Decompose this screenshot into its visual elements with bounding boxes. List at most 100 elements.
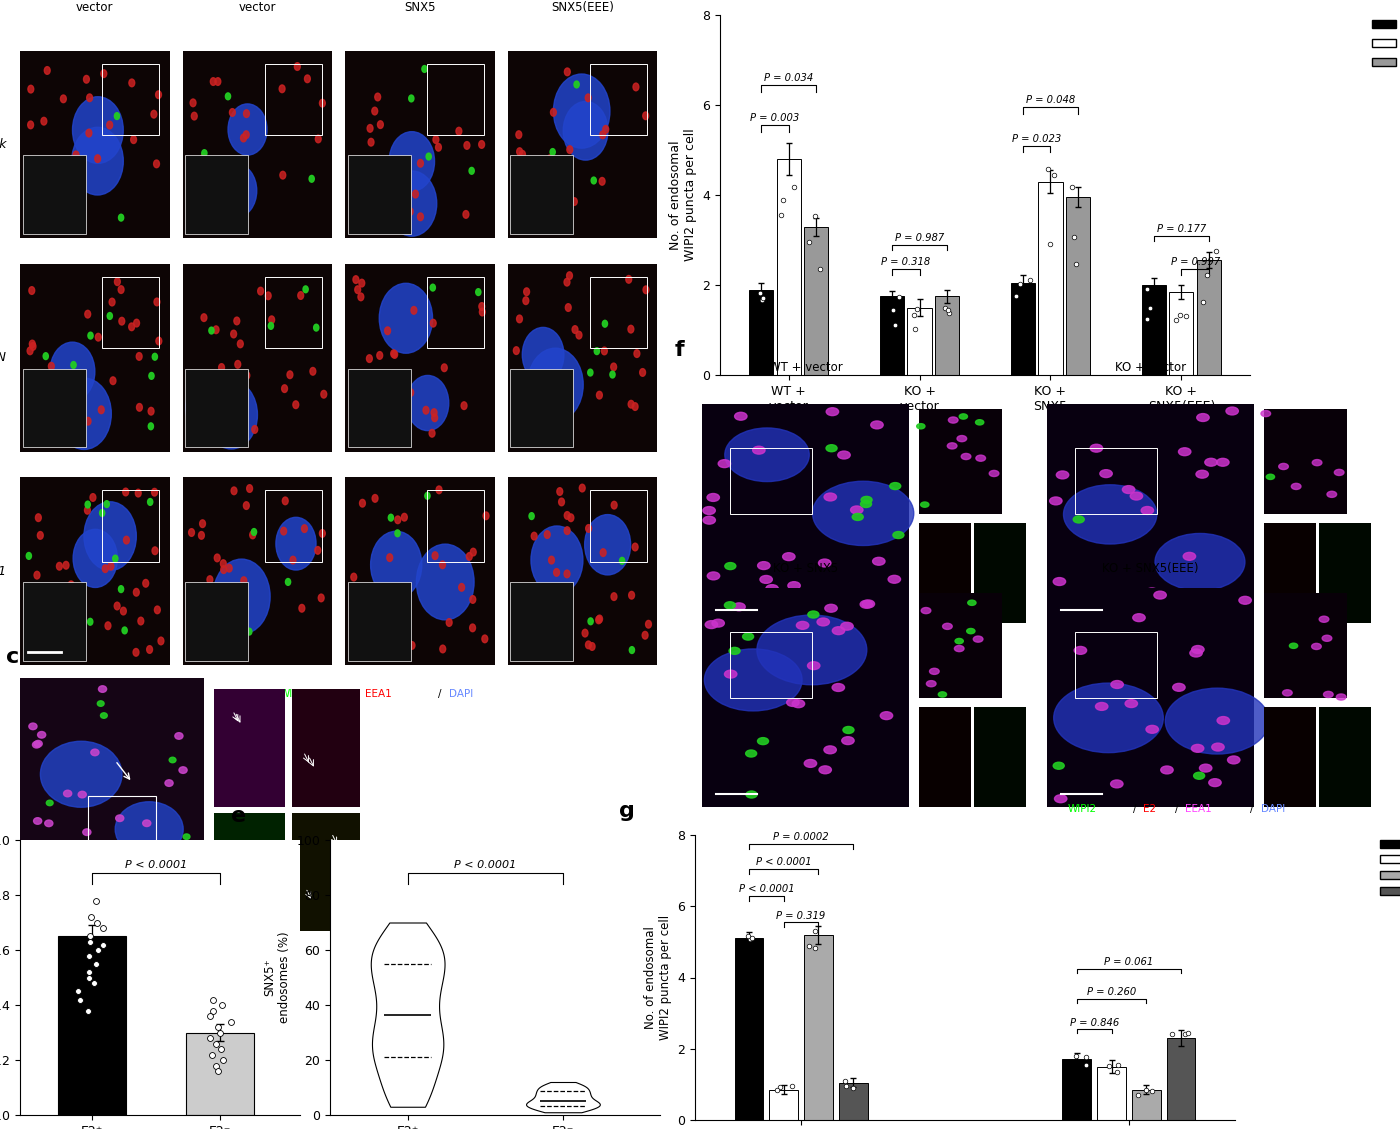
Point — [211, 1051, 234, 1069]
Circle shape — [123, 843, 130, 849]
Bar — [185, 581, 248, 660]
Circle shape — [812, 481, 914, 545]
Circle shape — [113, 555, 118, 562]
Point — [882, 301, 904, 320]
Point — [1075, 1048, 1098, 1066]
Circle shape — [990, 471, 998, 476]
Bar — [701, 404, 909, 623]
Circle shape — [158, 637, 164, 645]
Circle shape — [84, 507, 91, 514]
Circle shape — [227, 202, 231, 210]
Circle shape — [392, 351, 398, 358]
Circle shape — [48, 860, 55, 866]
Circle shape — [154, 160, 160, 168]
Circle shape — [217, 589, 223, 596]
Circle shape — [385, 327, 391, 334]
Circle shape — [959, 414, 967, 419]
Circle shape — [1100, 470, 1112, 478]
Circle shape — [1200, 764, 1212, 772]
Circle shape — [351, 574, 357, 581]
Point — [841, 1079, 864, 1097]
Circle shape — [154, 606, 160, 614]
Circle shape — [808, 611, 819, 618]
Circle shape — [843, 726, 854, 734]
Circle shape — [942, 623, 952, 630]
Circle shape — [890, 482, 900, 490]
Circle shape — [729, 647, 741, 655]
Circle shape — [143, 820, 151, 826]
Circle shape — [315, 546, 321, 554]
Circle shape — [962, 454, 970, 460]
Point — [1061, 178, 1084, 196]
Circle shape — [528, 348, 584, 421]
Circle shape — [1217, 458, 1229, 466]
Bar — [102, 490, 160, 562]
Circle shape — [119, 586, 123, 593]
Circle shape — [207, 391, 213, 399]
Circle shape — [402, 393, 407, 400]
Circle shape — [50, 342, 95, 401]
Circle shape — [276, 517, 316, 570]
Circle shape — [1173, 683, 1186, 691]
Circle shape — [526, 408, 532, 414]
Bar — [1075, 448, 1158, 514]
Circle shape — [596, 616, 602, 623]
Bar — [974, 707, 1026, 807]
Circle shape — [98, 685, 106, 692]
Circle shape — [309, 367, 316, 375]
Circle shape — [231, 487, 237, 495]
Bar — [1131, 1089, 1161, 1120]
Circle shape — [1183, 592, 1196, 599]
Circle shape — [216, 78, 221, 86]
Circle shape — [1130, 492, 1142, 500]
Point — [199, 1029, 221, 1047]
Point — [736, 927, 759, 945]
Circle shape — [385, 629, 391, 636]
Circle shape — [46, 800, 53, 806]
Circle shape — [818, 618, 829, 625]
Circle shape — [381, 630, 386, 638]
Bar — [1319, 707, 1371, 807]
Bar — [1264, 523, 1316, 623]
Legend: WT + vector, KO + vector, KO + SNX5, KO + SNX5(EEE): WT + vector, KO + vector, KO + SNX5, KO … — [1376, 835, 1400, 901]
Point — [1039, 235, 1061, 253]
Text: KO +
vector: KO + vector — [238, 0, 276, 15]
Circle shape — [1053, 578, 1065, 586]
Circle shape — [104, 500, 109, 508]
Circle shape — [230, 108, 235, 116]
Circle shape — [186, 374, 237, 440]
Circle shape — [757, 737, 769, 745]
Point — [1065, 1047, 1088, 1065]
Circle shape — [377, 351, 382, 359]
Point — [780, 1077, 802, 1095]
Point — [937, 301, 959, 320]
Legend: Mock, SIN, HSV-1: Mock, SIN, HSV-1 — [1368, 14, 1400, 75]
Point — [766, 1080, 788, 1099]
Point — [200, 1045, 223, 1064]
Circle shape — [1054, 683, 1163, 753]
Circle shape — [1327, 491, 1337, 498]
Circle shape — [930, 668, 939, 674]
Point — [1106, 1064, 1128, 1082]
Text: P < 0.0001: P < 0.0001 — [125, 860, 188, 870]
Bar — [427, 490, 484, 562]
Circle shape — [841, 622, 853, 630]
Bar — [182, 51, 332, 238]
Circle shape — [610, 593, 617, 601]
Circle shape — [193, 846, 200, 851]
Circle shape — [32, 395, 38, 402]
Circle shape — [395, 530, 400, 536]
Circle shape — [60, 630, 67, 638]
Circle shape — [45, 820, 53, 826]
Circle shape — [95, 155, 101, 163]
Circle shape — [704, 649, 802, 711]
Circle shape — [269, 316, 274, 324]
Circle shape — [441, 364, 447, 371]
Bar — [589, 277, 647, 349]
Point — [204, 1057, 227, 1075]
Circle shape — [547, 155, 553, 163]
Circle shape — [564, 279, 570, 286]
Bar — [22, 581, 85, 660]
Point — [202, 1001, 224, 1019]
Circle shape — [921, 502, 930, 507]
